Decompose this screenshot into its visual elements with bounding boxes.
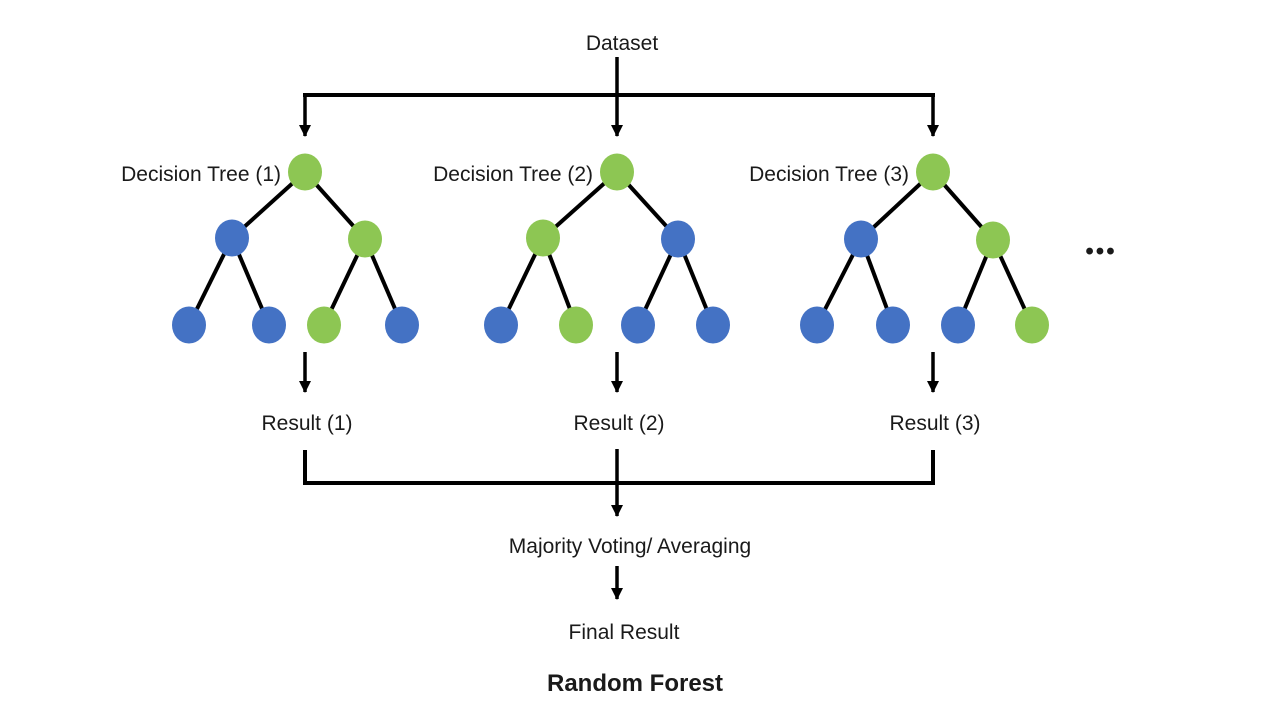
tree-1-node-4 bbox=[252, 306, 286, 344]
tree-1-node-6 bbox=[385, 306, 419, 344]
tree-1-node-5 bbox=[307, 306, 341, 344]
results-merge-bracket bbox=[303, 450, 935, 485]
tree-2-node-4 bbox=[559, 306, 593, 344]
tree-1: Decision Tree (1) Result (1) bbox=[121, 93, 419, 435]
tree-1-node-2 bbox=[348, 220, 382, 258]
tree-2-node-5 bbox=[621, 306, 655, 344]
more-trees-ellipsis: ••• bbox=[1085, 238, 1116, 265]
trees-layer: Decision Tree (1)Result (1)Decision Tree… bbox=[121, 57, 1049, 435]
tree-2: Decision Tree (2) Result (2) bbox=[433, 57, 730, 435]
majority-voting-label: Majority Voting/ Averaging bbox=[509, 535, 751, 558]
tree-3-label: Decision Tree (3) bbox=[749, 163, 909, 186]
tree-1-node-1 bbox=[215, 219, 249, 257]
tree-3-node-5 bbox=[941, 306, 975, 344]
dataset-label: Dataset bbox=[586, 32, 659, 55]
tree-3-node-2 bbox=[976, 221, 1010, 259]
tree-2-node-0 bbox=[600, 153, 634, 191]
tree-3-node-4 bbox=[876, 306, 910, 344]
diagram-title: Random Forest bbox=[547, 670, 723, 697]
tree-1-node-0 bbox=[288, 153, 322, 191]
tree-1-label: Decision Tree (1) bbox=[121, 163, 281, 186]
tree-1-node-3 bbox=[172, 306, 206, 344]
tree-2-node-3 bbox=[484, 306, 518, 344]
result-1-label: Result (1) bbox=[261, 412, 352, 435]
tree-3-node-0 bbox=[916, 153, 950, 191]
tree-2-node-2 bbox=[661, 220, 695, 258]
tree-3: Decision Tree (3) Result (3) bbox=[749, 93, 1049, 435]
result-2-label: Result (2) bbox=[573, 412, 664, 435]
tree-2-node-6 bbox=[696, 306, 730, 344]
tree-3-node-1 bbox=[844, 220, 878, 258]
result-3-label: Result (3) bbox=[889, 412, 980, 435]
tree-2-label: Decision Tree (2) bbox=[433, 163, 593, 186]
tree-3-node-3 bbox=[800, 306, 834, 344]
final-result-label: Final Result bbox=[569, 621, 680, 644]
tree-2-node-1 bbox=[526, 219, 560, 257]
tree-3-node-6 bbox=[1015, 306, 1049, 344]
